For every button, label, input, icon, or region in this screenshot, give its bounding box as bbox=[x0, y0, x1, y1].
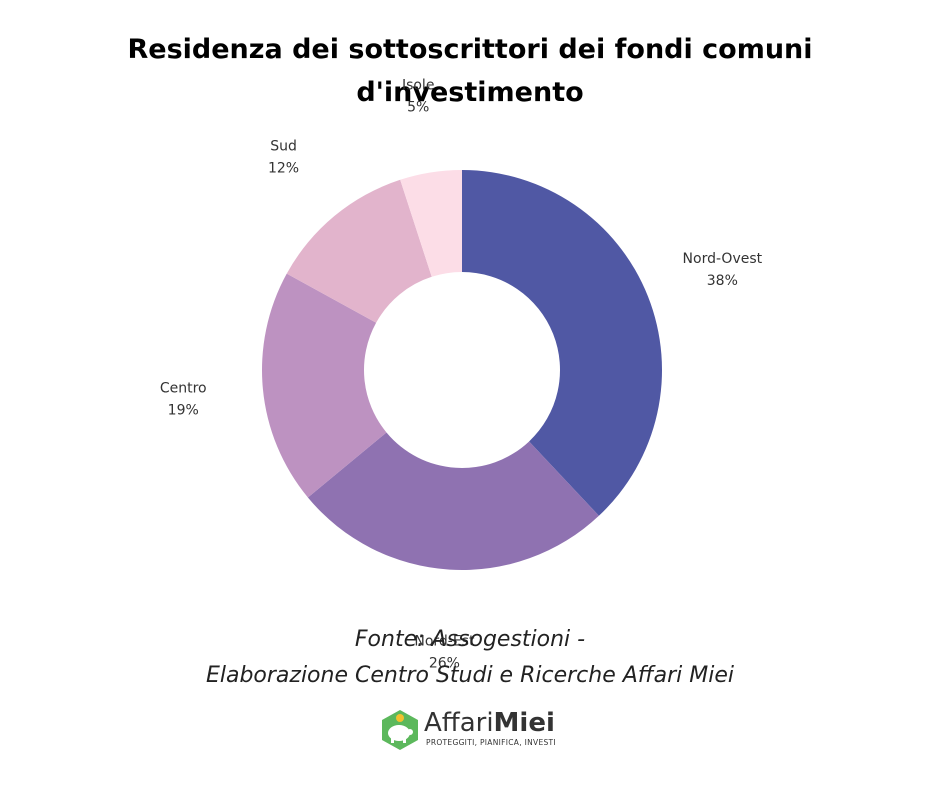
logo-tagline: PROTEGGITI, PIANIFICA, INVESTI bbox=[426, 738, 556, 747]
donut-slice-nord-est bbox=[307, 432, 599, 570]
source-note: Fonte: Assogestioni - Elaborazione Centr… bbox=[70, 622, 870, 694]
piggy-bank-icon bbox=[382, 710, 418, 750]
affari-miei-logo: AffariMiei PROTEGGITI, PIANIFICA, INVEST… bbox=[378, 708, 578, 752]
logo-word-bold: Miei bbox=[493, 708, 555, 738]
slice-value-nord-ovest: 38% bbox=[707, 273, 738, 289]
slice-label-nord-est: Nord-Est bbox=[414, 633, 475, 649]
slice-label-centro: Centro bbox=[160, 380, 207, 396]
donut-slice-nord-ovest bbox=[462, 170, 662, 516]
source-line-1: Fonte: Assogestioni - bbox=[354, 627, 586, 652]
donut-slice-isole bbox=[400, 170, 462, 277]
slice-value-centro: 19% bbox=[168, 402, 199, 418]
logo-wordmark: AffariMiei bbox=[424, 708, 555, 738]
donut-slice-sud bbox=[286, 179, 432, 323]
logo-word-light: Affari bbox=[424, 708, 494, 738]
source-line-2: Elaborazione Centro Studi e Ricerche Aff… bbox=[205, 663, 735, 688]
slice-label-isole: Isole bbox=[402, 77, 435, 93]
slice-label-sud: Sud bbox=[270, 138, 297, 154]
chart-title: Residenza dei sottoscrittori dei fondi c… bbox=[127, 34, 813, 108]
slice-value-isole: 5% bbox=[407, 99, 429, 115]
slice-value-nord-est: 26% bbox=[429, 655, 460, 671]
donut-slice-centro bbox=[262, 273, 387, 498]
slice-label-nord-ovest: Nord-Ovest bbox=[683, 251, 763, 267]
slice-value-sud: 12% bbox=[268, 160, 299, 176]
